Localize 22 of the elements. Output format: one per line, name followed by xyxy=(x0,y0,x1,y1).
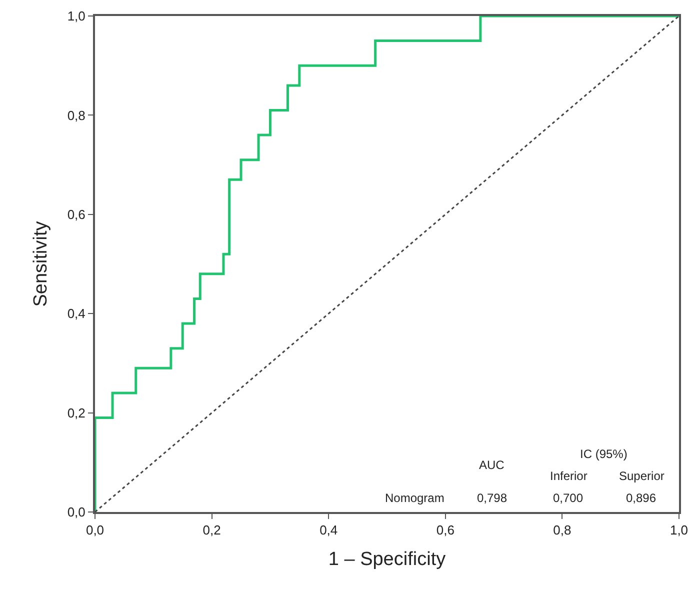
x-axis-title: 1 – Specificity xyxy=(328,548,446,570)
annotation: 0,700 xyxy=(553,491,584,505)
x-tick-label: 1,0 xyxy=(670,522,688,538)
annotation: IC (95%) xyxy=(580,447,628,461)
x-tick-label: 0,8 xyxy=(553,522,572,538)
y-tick-label: 0,0 xyxy=(67,504,86,520)
x-tick-label: 0,4 xyxy=(320,522,338,538)
y-tick-label: 0,2 xyxy=(67,405,86,420)
y-tick-label: 0,6 xyxy=(67,206,86,222)
annotation: Nomogram xyxy=(385,491,444,505)
annotation: AUC xyxy=(479,458,505,472)
annotation: 0,896 xyxy=(626,491,656,505)
y-tick-label: 1,0 xyxy=(67,8,86,24)
y-tick-label: 0,8 xyxy=(67,108,86,123)
x-tick-label: 0,0 xyxy=(86,522,104,538)
annotation: Superior xyxy=(619,469,664,483)
x-tick-label: 0,2 xyxy=(202,522,221,538)
annotation: Inferior xyxy=(550,469,588,483)
y-tick-label: 0,4 xyxy=(67,306,86,322)
annotation: 0,798 xyxy=(477,491,508,505)
y-axis-title: Sensitivity xyxy=(30,220,52,307)
x-tick-label: 0,6 xyxy=(436,522,454,538)
